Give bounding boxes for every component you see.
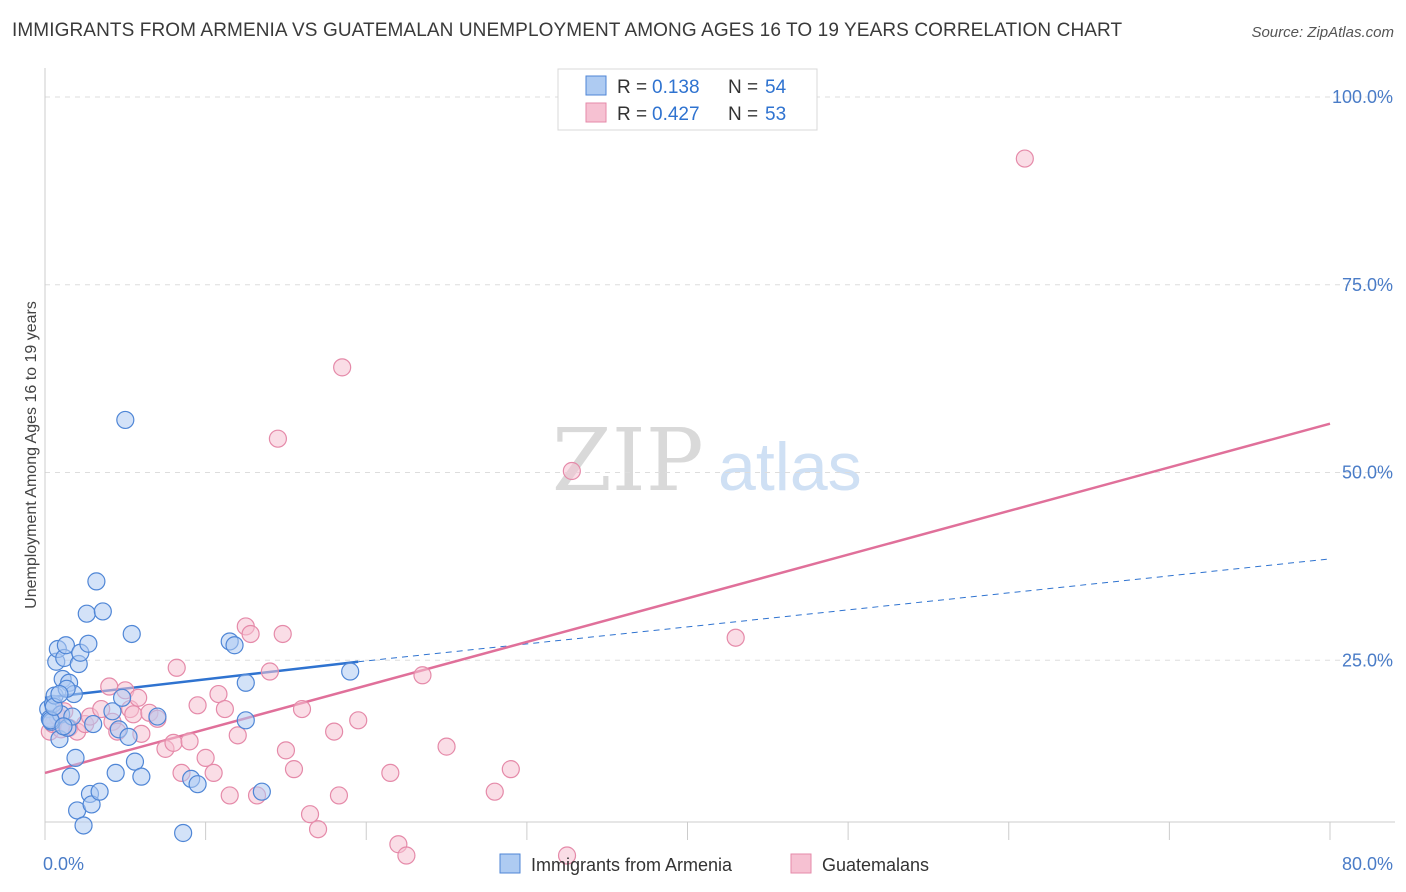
x-tick-label: 80.0% [1342,854,1393,874]
point-guatemalans [129,688,148,707]
point-armenia [90,782,109,801]
point-guatemalans [501,760,520,779]
y-tick-label: 75.0% [1342,275,1393,295]
watermark: ZIP atlas [552,411,862,511]
legend-n-label-1: N = [728,77,758,98]
point-armenia [225,636,244,655]
series-legend-label-guatemalans: Guatemalans [822,855,929,875]
point-armenia [84,714,103,734]
point-guatemalans [241,624,260,644]
point-guatemalans [220,786,239,805]
point-armenia [74,816,93,835]
y-tick-label: 50.0% [1342,463,1393,483]
trend-line-guatemalans [44,422,1331,775]
point-armenia [174,823,193,843]
point-guatemalans [437,737,456,756]
point-armenia [188,775,207,794]
point-guatemalans [726,628,745,647]
point-guatemalans [485,782,504,801]
point-armenia [132,767,151,786]
series-legend-label-armenia: Immigrants from Armenia [531,855,733,875]
point-guatemalans [268,429,288,448]
point-guatemalans [204,763,223,783]
point-armenia [54,717,73,736]
y-tick-label: 25.0% [1342,650,1393,670]
watermark-zip: ZIP [552,411,704,511]
point-armenia [56,636,75,655]
point-armenia [93,602,112,621]
legend-swatch-guatemalans [585,102,607,123]
point-armenia [106,763,125,783]
point-guatemalans [167,658,186,677]
point-guatemalans [196,748,215,767]
point-guatemalans [329,786,349,805]
point-guatemalans [124,705,143,724]
point-guatemalans [557,846,577,865]
legend-n-label-2: N = [728,104,758,125]
source-credit: Source: ZipAtlas.com [1251,24,1394,41]
point-armenia [50,684,69,704]
point-armenia [236,711,255,730]
y-tick-label: 100.0% [1332,87,1393,107]
series-legend-swatch-armenia [499,853,521,874]
legend-r-value-1: 0.138 [652,77,700,98]
point-guatemalans [209,684,228,704]
point-guatemalans [397,846,416,865]
point-guatemalans [284,760,304,779]
watermark-atlas: atlas [718,429,862,505]
trend-line-armenia-extension [358,558,1331,663]
point-guatemalans [381,763,400,783]
legend-r-label-1: R = [617,77,647,98]
point-guatemalans [180,732,199,751]
point-guatemalans [333,358,352,377]
point-armenia [66,748,85,767]
point-armenia [61,767,80,786]
x-tick-label: 0.0% [43,854,84,874]
point-guatemalans [276,741,296,760]
stats-legend: R = 0.138 N = 54 R = 0.427 N = 53 [557,68,818,131]
chart-title: IMMIGRANTS FROM ARMENIA VS GUATEMALAN UN… [12,20,1123,41]
legend-n-value-2: 53 [765,104,786,125]
point-armenia [125,752,145,771]
point-guatemalans [188,696,207,715]
point-guatemalans [273,624,292,644]
point-guatemalans [1015,149,1034,168]
point-guatemalans [349,711,368,730]
point-guatemalans [308,820,328,839]
point-armenia [119,727,138,746]
point-guatemalans [292,699,312,719]
point-guatemalans [325,722,344,741]
trend-lines [44,422,1331,775]
point-armenia [103,702,122,721]
legend-n-value-1: 54 [765,77,787,98]
point-armenia [236,673,255,692]
point-armenia [112,688,132,707]
legend-r-value-2: 0.427 [652,104,700,125]
legend-swatch-armenia [585,75,607,96]
point-guatemalans [228,726,247,745]
point-guatemalans [260,662,279,681]
data-points [39,149,1034,865]
point-armenia [148,707,167,726]
legend-r-label-2: R = [617,104,647,125]
grid [45,96,1395,661]
series-legend: Immigrants from Armenia Guatemalans [499,853,929,875]
y-axis-label: Unemployment Among Ages 16 to 19 years [23,301,40,609]
trend-line-armenia [44,660,359,700]
point-guatemalans [164,733,183,752]
point-armenia [252,782,271,801]
point-armenia [122,624,141,644]
axes: 25.0% 50.0% 75.0% 100.0% 0.0% 80.0% [43,68,1395,874]
point-armenia [79,634,98,653]
point-guatemalans [300,805,320,824]
point-armenia [341,662,360,681]
point-armenia [116,410,135,430]
point-armenia [87,572,106,591]
series-legend-swatch-guatemalans [790,853,812,874]
point-guatemalans [215,699,234,719]
point-armenia [77,604,96,623]
point-guatemalans [413,666,432,685]
point-guatemalans [562,461,581,481]
